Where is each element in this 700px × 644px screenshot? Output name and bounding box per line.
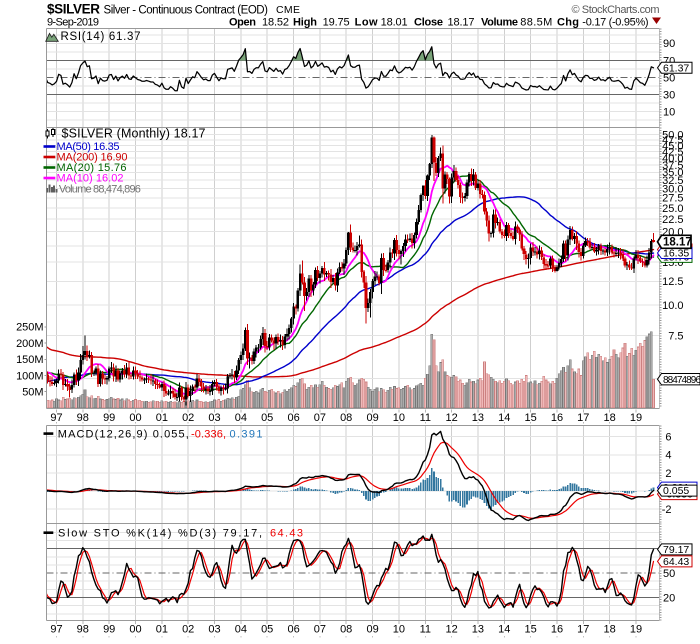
svg-text:9-Sep-2019: 9-Sep-2019 xyxy=(47,17,99,29)
svg-text:98: 98 xyxy=(77,624,89,636)
svg-text:$SILVER: $SILVER xyxy=(47,2,100,17)
svg-text:100M: 100M xyxy=(16,370,44,382)
svg-text:-0.17: -0.17 xyxy=(582,17,606,29)
svg-text:05: 05 xyxy=(261,624,273,636)
svg-text:14: 14 xyxy=(498,624,510,636)
svg-text:19: 19 xyxy=(630,624,642,636)
svg-text:Volume 88,474,896: Volume 88,474,896 xyxy=(59,183,141,195)
svg-text:97: 97 xyxy=(50,624,62,636)
svg-text:99: 99 xyxy=(103,624,115,636)
svg-text:CME: CME xyxy=(276,4,300,16)
svg-text:MACD(12,26,9) 0.055,: MACD(12,26,9) 0.055, xyxy=(58,428,189,440)
svg-text:Close: Close xyxy=(414,17,443,29)
svg-text:-2: -2 xyxy=(662,504,672,516)
svg-text:18.52: 18.52 xyxy=(262,17,289,29)
svg-text:00: 00 xyxy=(129,624,141,636)
svg-text:(-0.95%): (-0.95%) xyxy=(609,17,649,29)
svg-text:90: 90 xyxy=(663,38,675,50)
svg-text:17: 17 xyxy=(577,624,589,636)
svg-text:18.01: 18.01 xyxy=(381,17,408,29)
svg-text:RSI(14) 61.37: RSI(14) 61.37 xyxy=(61,31,141,43)
svg-text:50: 50 xyxy=(663,568,675,580)
svg-text:18: 18 xyxy=(603,624,615,636)
svg-text:Open: Open xyxy=(229,17,256,29)
svg-text:61.37: 61.37 xyxy=(663,62,689,74)
svg-text:18.17: 18.17 xyxy=(663,236,692,248)
svg-text:6: 6 xyxy=(665,432,671,444)
svg-text:03: 03 xyxy=(208,624,220,636)
svg-text:10.0: 10.0 xyxy=(662,300,683,312)
svg-text:11: 11 xyxy=(420,624,431,636)
svg-text:01: 01 xyxy=(156,624,168,636)
svg-text:08: 08 xyxy=(340,624,352,636)
svg-text:04: 04 xyxy=(235,624,247,636)
svg-text:High: High xyxy=(293,17,317,29)
svg-text:88.5M: 88.5M xyxy=(520,17,552,29)
svg-text:10: 10 xyxy=(663,106,675,118)
svg-text:© StockCharts.com: © StockCharts.com xyxy=(572,4,660,16)
svg-text:16.35: 16.35 xyxy=(663,248,689,260)
svg-text:12.5: 12.5 xyxy=(662,276,683,288)
svg-text:88474896: 88474896 xyxy=(663,375,700,386)
svg-text:13: 13 xyxy=(472,624,484,636)
svg-text:15: 15 xyxy=(524,624,536,636)
svg-text:02: 02 xyxy=(182,624,194,636)
svg-text:Chg: Chg xyxy=(557,17,579,29)
svg-text:09: 09 xyxy=(366,624,378,636)
svg-text:30: 30 xyxy=(663,89,675,101)
svg-text:22.5: 22.5 xyxy=(662,214,683,226)
svg-text:16: 16 xyxy=(551,624,563,636)
svg-text:Slow STO %K(14) %D(3) 79.17,: Slow STO %K(14) %D(3) 79.17, xyxy=(58,527,262,539)
svg-text:20: 20 xyxy=(663,592,675,604)
svg-text:200M: 200M xyxy=(16,338,44,350)
svg-text:06: 06 xyxy=(287,624,299,636)
svg-text:Low: Low xyxy=(355,17,378,29)
svg-text:0.391: 0.391 xyxy=(230,428,263,440)
svg-text:79.17: 79.17 xyxy=(663,544,689,556)
svg-text:$SILVER (Monthly) 18.17: $SILVER (Monthly) 18.17 xyxy=(62,127,206,141)
svg-text:7.5: 7.5 xyxy=(668,330,683,342)
svg-text:19.75: 19.75 xyxy=(323,17,350,29)
svg-text:64.43: 64.43 xyxy=(270,527,303,539)
svg-text:150M: 150M xyxy=(16,354,44,366)
svg-text:64.43: 64.43 xyxy=(663,556,689,568)
svg-text:07: 07 xyxy=(314,624,326,636)
svg-text:Silver - Continuous Contract (: Silver - Continuous Contract (EOD) xyxy=(104,5,269,17)
svg-text:0.055: 0.055 xyxy=(663,485,689,497)
svg-text:250M: 250M xyxy=(16,322,44,334)
svg-text:2: 2 xyxy=(665,468,671,480)
svg-text:18.17: 18.17 xyxy=(448,17,475,29)
svg-text:12: 12 xyxy=(445,624,457,636)
svg-text:50M: 50M xyxy=(22,387,43,399)
svg-text:-0.336,: -0.336, xyxy=(191,428,226,440)
svg-text:10: 10 xyxy=(393,624,405,636)
svg-text:Volume: Volume xyxy=(481,17,518,29)
svg-text:4: 4 xyxy=(665,450,671,462)
svg-text:50.0: 50.0 xyxy=(662,129,683,141)
